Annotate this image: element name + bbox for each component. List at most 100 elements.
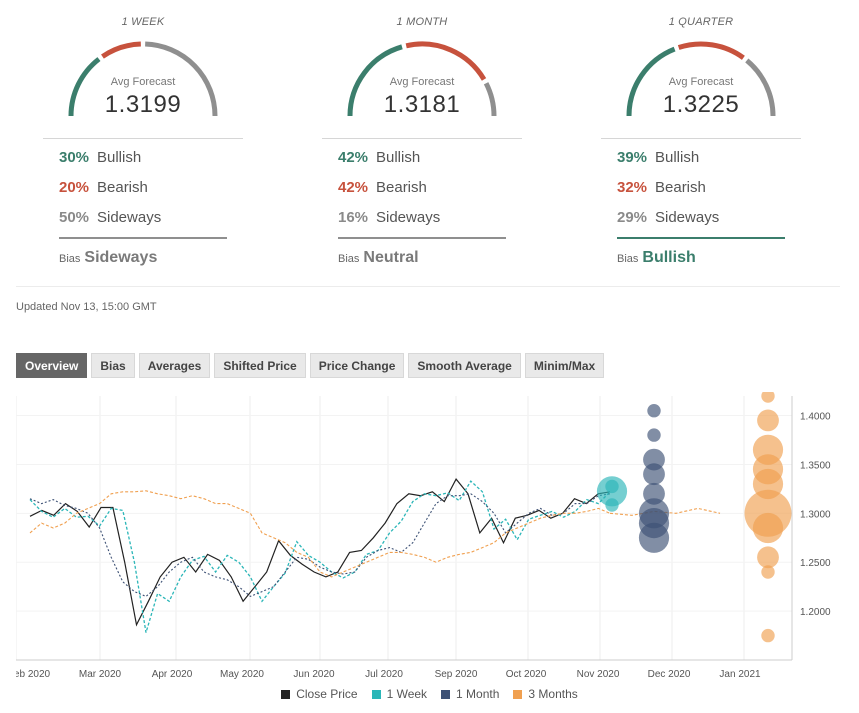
updated-timestamp: Updated Nov 13, 15:00 GMT (16, 301, 157, 313)
bullish-pct: 39% (617, 149, 648, 166)
bearish-row: 42% Bearish (338, 179, 427, 196)
bias-value: Sideways (84, 249, 158, 266)
gauge-segment-bullish (626, 46, 676, 117)
x-tick-label: Jan 2021 (719, 669, 761, 680)
legend-swatch (371, 689, 381, 699)
sideways-label: Sideways (655, 209, 720, 226)
gauge-divider (43, 138, 243, 139)
bullish-label: Bullish (655, 149, 700, 166)
x-tick-label: Jun 2020 (293, 669, 335, 680)
forecast-bubble[interactable] (647, 404, 661, 418)
forecast-bubble[interactable] (647, 428, 661, 442)
y-tick-label: 1.3500 (800, 460, 831, 471)
bearish-label: Bearish (376, 179, 427, 196)
legend-swatch (441, 689, 451, 699)
gauge-title: 1 QUARTER (668, 16, 734, 28)
tab-smooth-average[interactable]: Smooth Average (408, 353, 521, 378)
legend-label: 3 Months (528, 687, 578, 701)
y-tick-label: 1.4000 (800, 412, 831, 423)
y-tick-label: 1.2500 (800, 558, 831, 569)
gauge-title: 1 MONTH (396, 16, 448, 28)
gauge-divider (322, 138, 522, 139)
gauge-value: 1.3225 (662, 91, 740, 118)
gauge-card-week: 1 WEEK Avg Forecast 1.3199 30% Bullish 20… (43, 8, 243, 278)
tab-bias[interactable]: Bias (91, 353, 135, 378)
x-tick-label: May 2020 (220, 669, 264, 680)
y-tick-label: 1.2000 (800, 607, 831, 618)
legend-label: 1 Week (386, 687, 428, 701)
gauge-segment-bearish (677, 41, 745, 60)
gauge-segment-bearish (405, 41, 487, 81)
x-tick-label: Jul 2020 (365, 669, 403, 680)
forecast-chart: 1.4000 1.3500 1.3000 1.2500 1.2000 eb 2020 Mar… (16, 392, 831, 680)
tab-shifted-price[interactable]: Shifted Price (214, 353, 306, 378)
gauge-segment-sideways (745, 58, 776, 117)
forecast-bubble[interactable] (605, 479, 619, 494)
gauge-segment-bullish (68, 57, 101, 117)
bias-label: Bias (617, 253, 639, 265)
gauge-arc (68, 41, 218, 117)
sideways-pct: 16% (338, 209, 369, 226)
forecast-bubble[interactable] (757, 546, 779, 569)
legend-item-close[interactable]: Close Price (281, 687, 358, 701)
x-tick-label: Apr 2020 (152, 669, 193, 680)
forecast-bubble[interactable] (761, 565, 775, 579)
bearish-row: 32% Bearish (617, 179, 706, 196)
forecast-bubble[interactable] (605, 498, 619, 512)
bearish-pct: 42% (338, 179, 369, 196)
legend-swatch (281, 689, 291, 699)
bias-label: Bias (59, 253, 81, 265)
forecast-bubble[interactable] (761, 392, 775, 403)
legend-label: Close Price (296, 687, 358, 701)
series-line-1-month (29, 493, 611, 598)
series-line-close-price (29, 478, 611, 627)
legend-item-month[interactable]: 1 Month (441, 687, 499, 701)
bearish-pct: 20% (59, 179, 90, 196)
tab-minim-max[interactable]: Minim/Max (524, 353, 605, 378)
legend-label: 1 Month (456, 687, 500, 701)
bearish-label: Bearish (97, 179, 148, 196)
sideways-label: Sideways (376, 209, 441, 226)
gauge-arc (626, 41, 776, 117)
gauge-value: 1.3181 (383, 91, 461, 118)
sideways-row: 16% Sideways (338, 209, 440, 226)
x-tick-label: Oct 2020 (506, 669, 547, 680)
forecast-bubble[interactable] (757, 409, 779, 432)
bias-line: Bias Sideways (59, 249, 157, 267)
tab-overview[interactable]: Overview (16, 353, 88, 378)
gauge-subtitle: Avg Forecast (668, 76, 734, 88)
bearish-pct: 32% (617, 179, 648, 196)
y-tick-label: 1.3000 (800, 509, 831, 520)
gauge-card-month: 1 MONTH Avg Forecast 1.3181 42% Bullish 4… (322, 8, 522, 278)
forecast-bubble[interactable] (761, 628, 775, 643)
x-tick-label: Nov 2020 (577, 669, 620, 680)
bias-rule (338, 237, 506, 239)
sideways-row: 50% Sideways (59, 209, 161, 226)
bearish-label: Bearish (655, 179, 706, 196)
legend-swatch (513, 689, 523, 699)
bias-rule (59, 237, 227, 239)
legend-item-week[interactable]: 1 Week (371, 687, 428, 701)
series-line-1-week (29, 480, 611, 633)
forecast-bubble[interactable] (643, 463, 665, 486)
bullish-label: Bullish (97, 149, 142, 166)
tab-price-change[interactable]: Price Change (309, 353, 405, 378)
bias-value: Neutral (363, 249, 419, 266)
x-tick-label: Sep 2020 (435, 669, 478, 680)
bias-line: Bias Neutral (338, 249, 419, 267)
bullish-row: 30% Bullish (59, 149, 141, 166)
forecast-bubble[interactable] (638, 522, 670, 553)
bias-rule (617, 237, 785, 239)
forecast-bubble[interactable] (752, 512, 784, 544)
x-tick-label: eb 2020 (16, 669, 51, 680)
tab-averages[interactable]: Averages (138, 353, 211, 378)
gauge-title: 1 WEEK (121, 16, 165, 28)
chart-tabs: Overview Bias Averages Shifted Price Pri… (16, 353, 605, 378)
gauge-segment-bullish (347, 44, 403, 117)
bias-label: Bias (338, 253, 360, 265)
x-tick-label: Mar 2020 (79, 669, 122, 680)
bullish-pct: 42% (338, 149, 369, 166)
legend-item-quarter[interactable]: 3 Months (513, 687, 578, 701)
section-divider (16, 286, 840, 287)
bullish-label: Bullish (376, 149, 421, 166)
